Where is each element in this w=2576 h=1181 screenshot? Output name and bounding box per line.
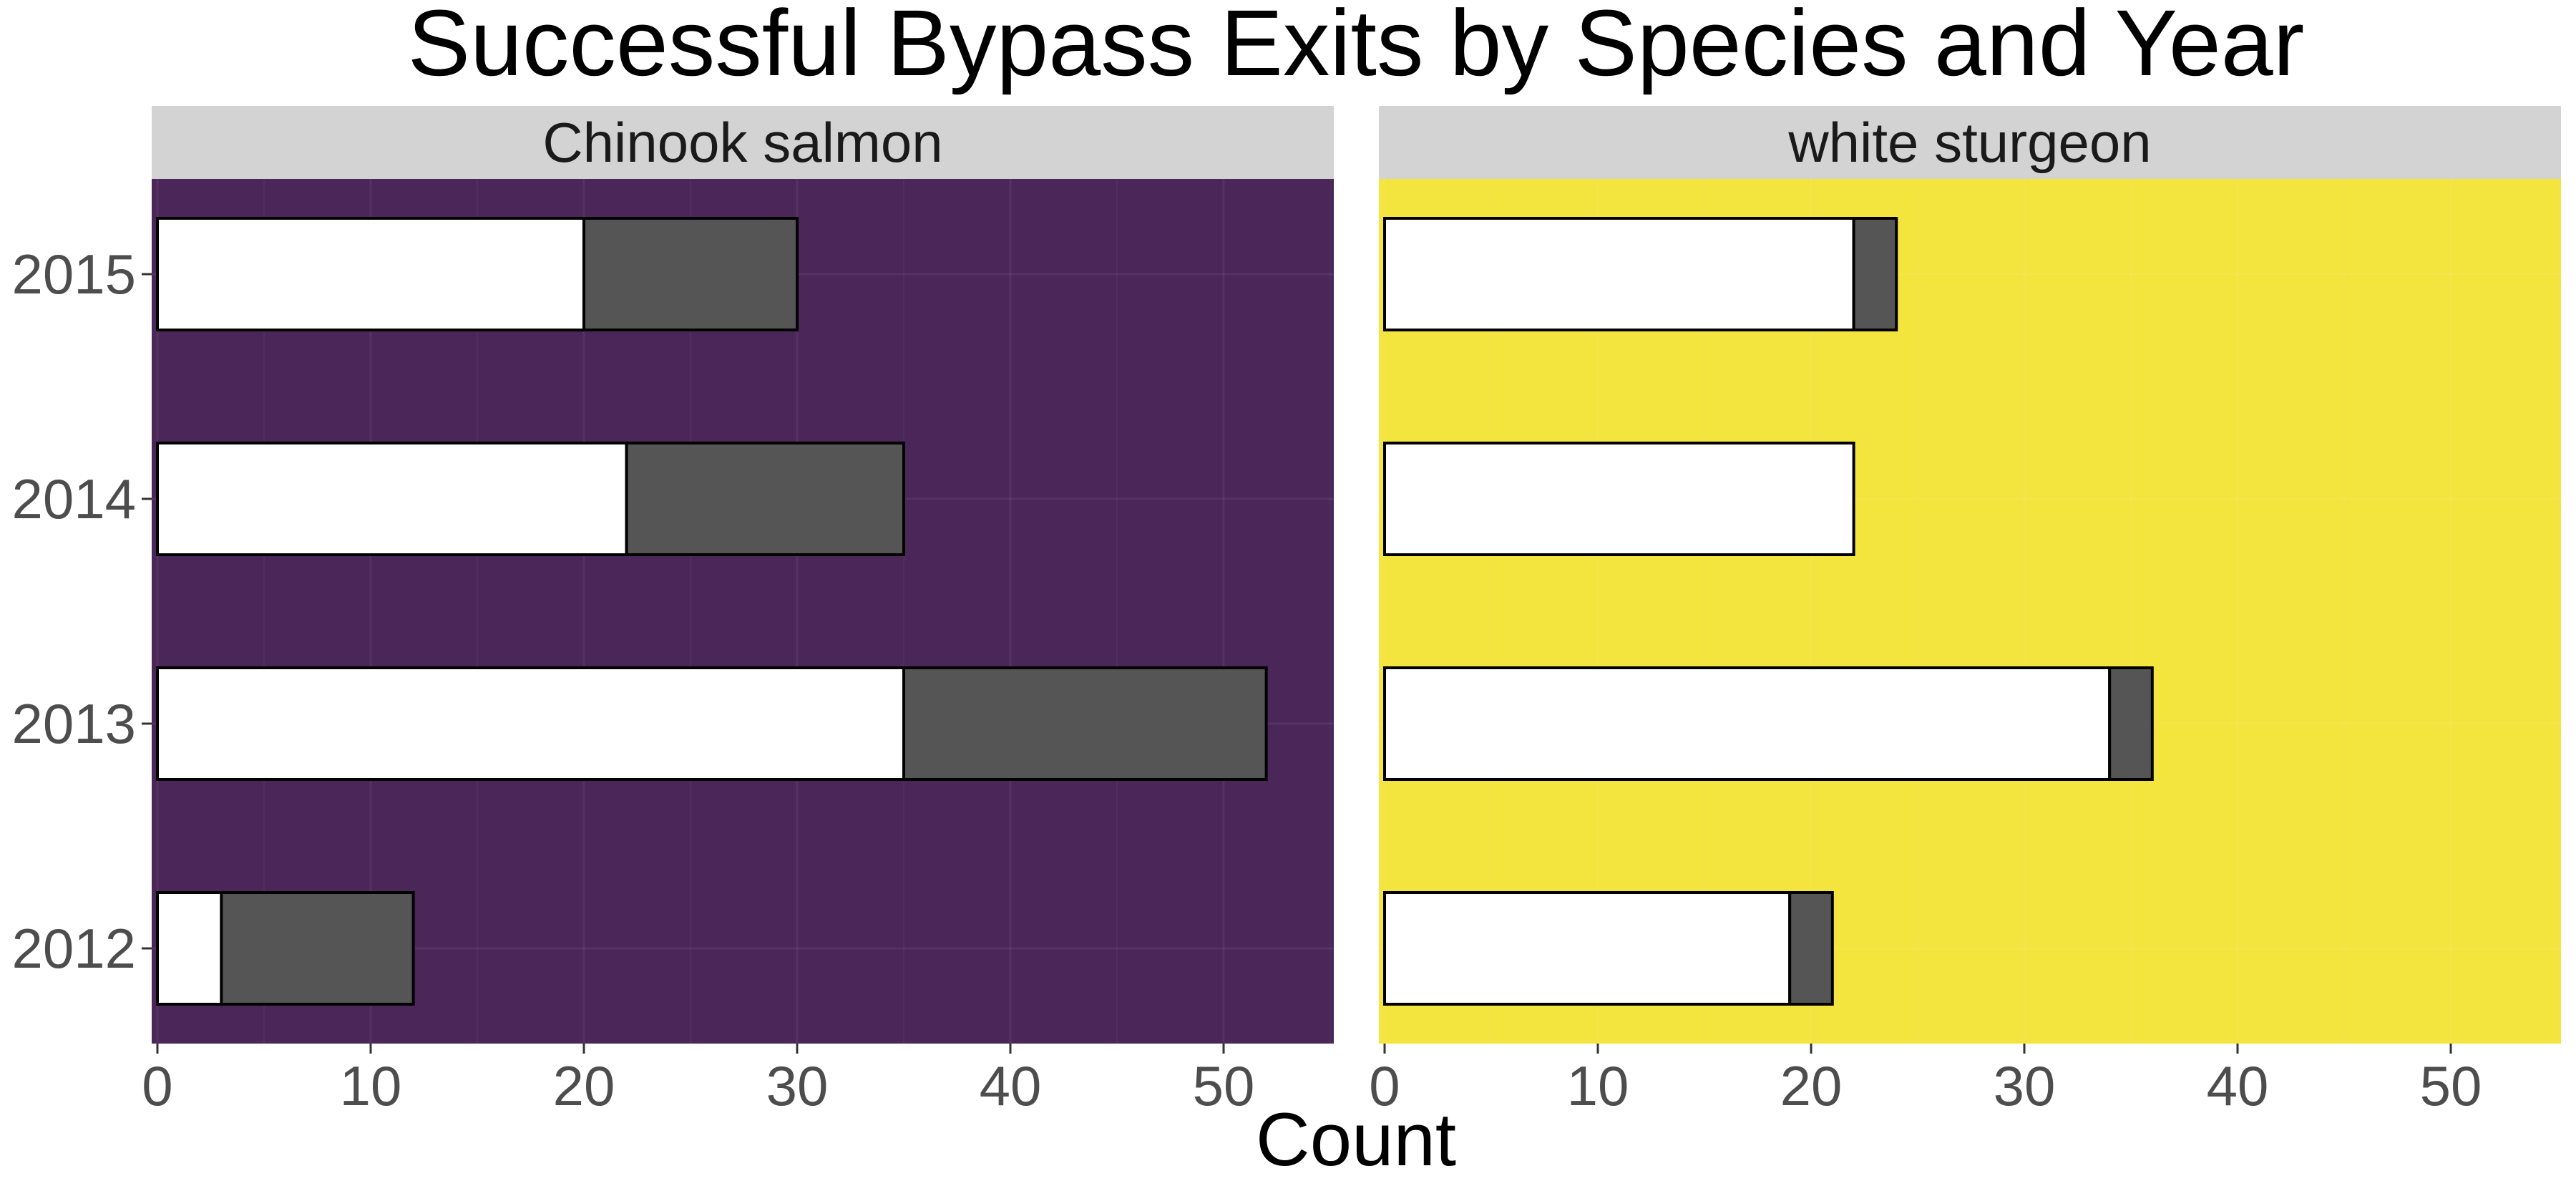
x-tick-label: 50 xyxy=(2420,1054,2482,1117)
y-tick-label: 2015 xyxy=(11,243,136,306)
bar-group xyxy=(156,217,1268,1006)
x-tick-label: 10 xyxy=(1567,1054,1629,1117)
facet-panel: white sturgeon 0 10 20 30 40 50 xyxy=(1369,106,2561,1117)
facet-strip-label: white sturgeon xyxy=(1787,111,2151,174)
facet-strip xyxy=(152,106,1334,179)
bar-segment xyxy=(625,442,905,556)
facet-strip-label: Chinook salmon xyxy=(542,111,942,174)
x-tick-label: 0 xyxy=(142,1054,172,1117)
bar-segment xyxy=(156,442,628,556)
x-tick-label: 20 xyxy=(553,1054,615,1117)
y-axis: 2012 2013 2014 2015 xyxy=(11,243,152,980)
bar-segment xyxy=(902,666,1268,781)
x-axis: 0 10 20 30 40 50 xyxy=(1369,1044,2482,1117)
x-tick-label: 50 xyxy=(1193,1054,1255,1117)
bar-segment xyxy=(156,217,585,331)
bar-segment xyxy=(1788,891,1834,1006)
facet-panel: Chinook salmon 0 10 20 30 40 50 xyxy=(142,106,1334,1117)
x-tick-label: 30 xyxy=(1994,1054,2056,1117)
x-tick-label: 30 xyxy=(766,1054,829,1117)
x-axis-title: Count xyxy=(1256,1098,1456,1181)
x-axis: 0 10 20 30 40 50 xyxy=(142,1044,1254,1117)
chart-title: Successful Bypass Exits by Species and Y… xyxy=(408,0,2305,95)
bar-segment xyxy=(582,217,799,331)
bar-segment xyxy=(156,891,223,1006)
bar-segment xyxy=(220,891,415,1006)
x-tick-label: 10 xyxy=(340,1054,402,1117)
x-tick-label: 40 xyxy=(2207,1054,2269,1117)
bar-segment xyxy=(1383,217,1855,331)
x-tick-label: 40 xyxy=(980,1054,1042,1117)
bar-segment xyxy=(1383,442,1855,556)
x-tick-label: 20 xyxy=(1780,1054,1843,1117)
x-tick-label: 0 xyxy=(1369,1054,1400,1117)
y-tick-label: 2014 xyxy=(11,467,136,530)
bar-segment xyxy=(1852,217,1898,331)
y-tick-label: 2012 xyxy=(11,917,136,980)
bar-segment xyxy=(156,666,905,781)
facet-strip xyxy=(1379,106,2561,179)
bar-group xyxy=(1383,217,2154,1006)
bar-segment xyxy=(1383,666,2112,781)
bar-segment xyxy=(1383,891,1792,1006)
facet-panels: Chinook salmon 0 10 20 30 40 50 white sturgeon 0… xyxy=(142,106,2561,1117)
bar-segment xyxy=(2108,666,2154,781)
y-tick-label: 2013 xyxy=(11,692,136,755)
